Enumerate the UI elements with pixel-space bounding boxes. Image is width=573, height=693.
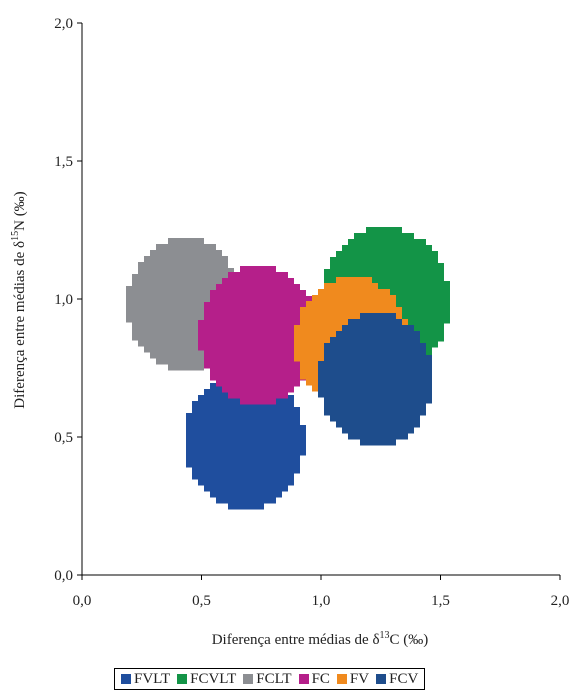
y-tick-label: 0,0 (54, 568, 73, 584)
legend-label: FCLT (256, 670, 292, 687)
legend-swatch (376, 674, 387, 684)
legend-swatch (298, 674, 309, 684)
x-tick-label: 1,5 (431, 593, 450, 609)
legend-label: FCV (389, 670, 419, 687)
chart-svg: 0,0 0,5 1,0 1,5 2,0 0,0 0,5 1,0 1,5 2,0 Diferença… (10, 16, 569, 648)
series-blob-fc (198, 266, 318, 405)
legend-item-fcv: FCV (376, 671, 418, 688)
legend-label: FV (349, 670, 370, 687)
plot-area (126, 227, 450, 510)
legend: FVLT FCVLT FCLT FC FV FCV (114, 668, 426, 690)
legend-label: FC (311, 670, 330, 687)
legend-item-fvlt: FVLT (121, 671, 170, 688)
legend-item-fv: FV (336, 670, 370, 688)
legend-swatch (121, 674, 131, 684)
series-blob-fcv (318, 313, 432, 446)
y-axis-title: Diferença entre médias de δ15N (‰) (10, 191, 28, 408)
legend-label: FVLT (134, 670, 171, 687)
legend-item-fc: FC (298, 670, 330, 688)
legend-item-fclt: FCLT (243, 670, 292, 688)
x-tick-label: 0,0 (73, 593, 92, 609)
x-tick-label: 1,0 (312, 593, 331, 609)
legend-swatch (177, 674, 188, 684)
x-tick-label: 0,5 (192, 593, 211, 609)
x-axis-title: Diferença entre médias de δ13C (‰) (212, 630, 429, 648)
y-tick-label: 1,0 (54, 292, 73, 308)
series-blob-fclt (126, 238, 240, 371)
axes: 0,0 0,5 1,0 1,5 2,0 0,0 0,5 1,0 1,5 2,0 (54, 16, 569, 609)
legend-swatch (336, 674, 347, 684)
legend-item-fcvlt: FCVLT (177, 671, 236, 688)
legend-label: FCVLT (190, 670, 237, 687)
y-tick-label: 0,5 (54, 430, 73, 446)
y-tick-label: 2,0 (54, 16, 73, 32)
y-tick-label: 1,5 (54, 154, 73, 170)
legend-swatch (243, 674, 254, 684)
x-tick-label: 2,0 (551, 593, 570, 609)
